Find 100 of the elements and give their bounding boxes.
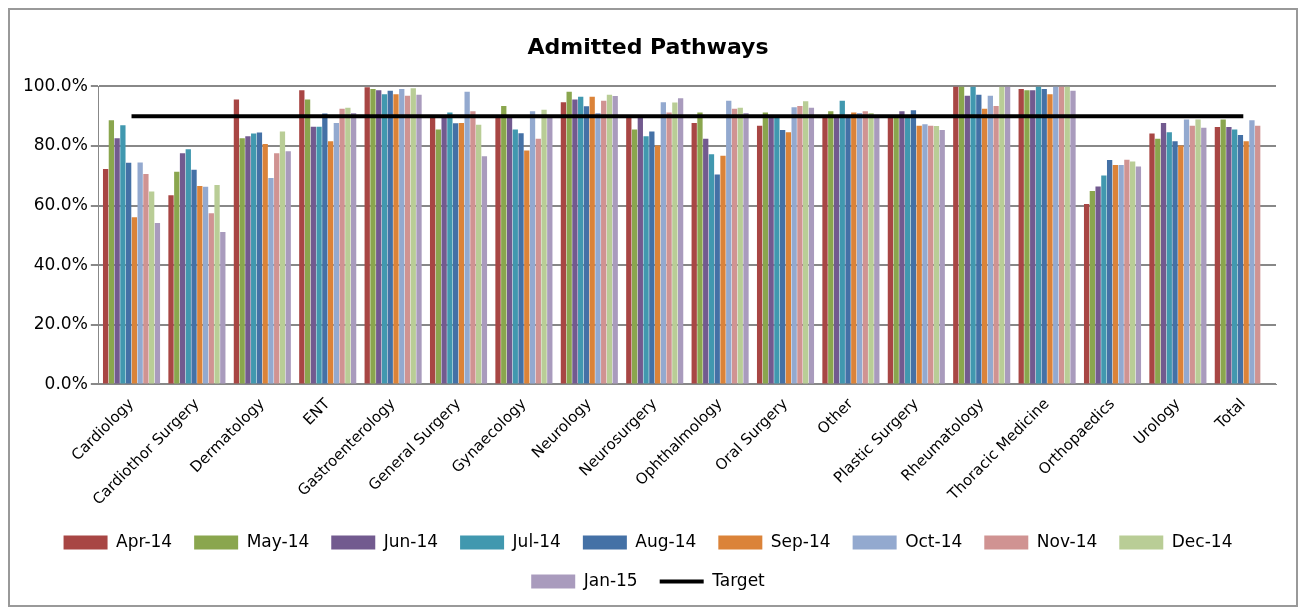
- bar: [922, 124, 928, 384]
- bar: [1243, 141, 1249, 384]
- bar: [1101, 175, 1107, 384]
- bar: [637, 117, 643, 384]
- bar: [708, 154, 715, 384]
- bar: [868, 112, 874, 384]
- bar: [137, 162, 143, 384]
- bar: [1004, 86, 1011, 384]
- bar: [370, 89, 376, 384]
- bar: [441, 116, 447, 384]
- bar: [541, 109, 547, 384]
- bar: [768, 117, 774, 384]
- bar: [1058, 86, 1065, 384]
- bar: [1149, 133, 1155, 384]
- bar: [476, 124, 482, 384]
- bar: [279, 131, 286, 384]
- bar: [566, 91, 572, 384]
- bar: [976, 94, 982, 384]
- bar: [1095, 186, 1101, 384]
- bar: [535, 138, 541, 384]
- legend-label: Nov-14: [1036, 530, 1098, 551]
- bar: [481, 156, 488, 384]
- legend-label: Jan-15: [582, 569, 638, 590]
- bar: [1237, 134, 1244, 384]
- bar: [720, 155, 726, 384]
- bar: [887, 117, 894, 384]
- bar: [1106, 160, 1113, 384]
- bar: [518, 133, 524, 384]
- bar: [1089, 191, 1096, 384]
- bar: [174, 171, 180, 384]
- legend-label: Jul-14: [511, 530, 561, 551]
- bar: [102, 168, 109, 384]
- bar: [1249, 120, 1255, 384]
- bar: [149, 191, 155, 384]
- bar: [120, 125, 126, 384]
- bar: [220, 232, 226, 384]
- bar: [202, 186, 209, 384]
- bar: [737, 107, 743, 384]
- bar: [1053, 86, 1059, 384]
- bar: [803, 101, 809, 384]
- bar: [953, 86, 959, 384]
- bar: [726, 100, 732, 384]
- bar: [660, 102, 666, 384]
- bar: [274, 153, 280, 384]
- bar: [299, 90, 305, 384]
- bar: [185, 149, 191, 384]
- bar: [304, 99, 311, 384]
- bar: [381, 94, 388, 384]
- bar: [547, 116, 553, 384]
- bar: [339, 108, 345, 384]
- bar: [435, 129, 442, 384]
- bar: [1155, 138, 1161, 384]
- bar: [714, 174, 720, 384]
- bar: [345, 107, 351, 384]
- bar: [606, 94, 613, 384]
- bar: [364, 87, 370, 384]
- y-tick-label: 80.0%: [33, 134, 88, 155]
- bar: [1124, 159, 1130, 384]
- bar: [262, 143, 268, 384]
- bar: [464, 91, 470, 384]
- bar: [1172, 141, 1178, 384]
- bar: [501, 106, 507, 384]
- bar: [987, 95, 993, 384]
- bar: [1112, 165, 1119, 384]
- bar: [905, 116, 911, 384]
- bar: [672, 102, 678, 384]
- bar: [256, 132, 263, 384]
- bar: [1024, 90, 1030, 384]
- bar: [910, 110, 917, 384]
- bar: [126, 162, 132, 384]
- bar: [524, 150, 530, 384]
- legend-label: Sep-14: [770, 530, 831, 551]
- bar: [154, 222, 161, 384]
- bar: [1195, 119, 1201, 384]
- legend-label: Dec-14: [1171, 530, 1233, 551]
- bar: [666, 112, 672, 384]
- bar: [1214, 126, 1221, 384]
- legend-label: Oct-14: [905, 530, 963, 551]
- bar: [1178, 145, 1184, 384]
- bar: [808, 107, 815, 384]
- bar: [589, 96, 595, 384]
- legend-label: Aug-14: [635, 530, 697, 551]
- bar: [1130, 161, 1136, 384]
- bar: [1047, 94, 1053, 384]
- bar: [743, 112, 749, 384]
- bar: [970, 86, 976, 384]
- bar: [239, 138, 245, 384]
- bar: [862, 111, 868, 384]
- bar: [376, 90, 382, 384]
- bar: [191, 169, 197, 384]
- legend-label: Jun-14: [382, 530, 439, 551]
- legend-label: May-14: [246, 530, 310, 551]
- bar: [1035, 86, 1042, 384]
- bar: [643, 136, 649, 384]
- bar: [108, 120, 115, 384]
- bar: [387, 90, 393, 384]
- y-tick-label: 0.0%: [44, 372, 88, 393]
- bar: [999, 86, 1005, 384]
- y-tick-label: 60.0%: [33, 194, 88, 215]
- bar: [839, 100, 845, 384]
